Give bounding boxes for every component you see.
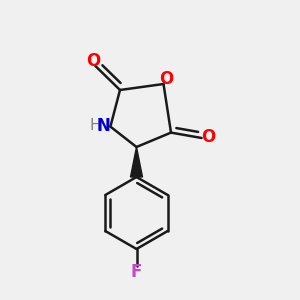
- Polygon shape: [130, 147, 142, 177]
- Text: O: O: [159, 70, 174, 88]
- Text: O: O: [201, 128, 215, 146]
- Text: N: N: [97, 117, 111, 135]
- Text: O: O: [86, 52, 100, 70]
- Text: H: H: [89, 118, 100, 134]
- Text: F: F: [131, 263, 142, 281]
